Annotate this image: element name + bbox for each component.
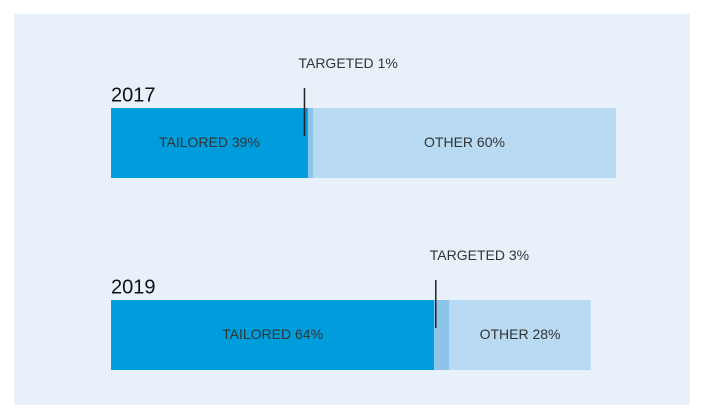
segment-value: 64% <box>295 326 323 342</box>
bar-segment <box>449 300 591 370</box>
bar-segment <box>434 300 450 370</box>
segment-label: OTHER 28% <box>480 326 561 342</box>
segment-label: TARGETED 1% <box>298 55 397 71</box>
category-label: 2017 <box>111 84 156 106</box>
segment-label: OTHER 60% <box>424 134 505 150</box>
segment-value: 28% <box>532 326 560 342</box>
bar-segment <box>111 300 435 370</box>
bar-segment <box>313 108 616 178</box>
segment-name: TAILORED <box>222 326 291 342</box>
segment-name: TARGETED <box>298 55 373 71</box>
bar-segment <box>307 108 313 178</box>
segment-label: TARGETED 3% <box>430 247 529 263</box>
segment-name: TAILORED <box>159 134 228 150</box>
segment-label: TAILORED 39% <box>159 134 260 150</box>
category-label: 2019 <box>111 276 156 298</box>
segment-value: 39% <box>232 134 260 150</box>
segment-name: OTHER <box>480 326 529 342</box>
segment-value: 1% <box>378 55 398 71</box>
segment-name: OTHER <box>424 134 473 150</box>
segment-label: TAILORED 64% <box>222 326 323 342</box>
bar-segment <box>111 108 308 178</box>
segment-name: TARGETED <box>430 247 505 263</box>
segment-value: 60% <box>477 134 505 150</box>
segment-value: 3% <box>509 247 529 263</box>
